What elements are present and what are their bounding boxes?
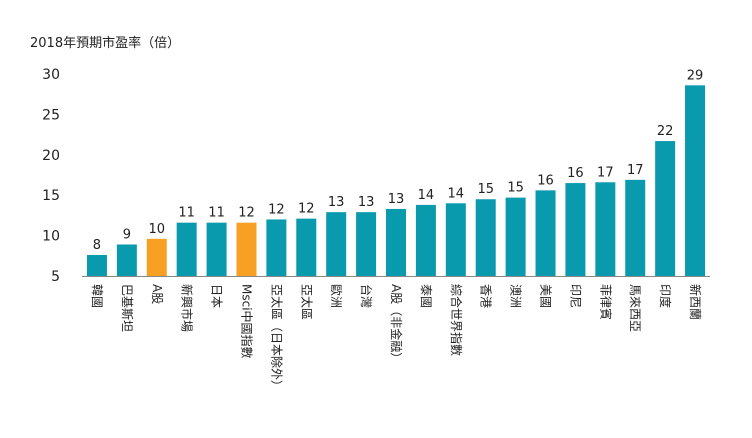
data-label: 17 [627, 163, 644, 178]
data-label: 8 [93, 238, 101, 253]
y-tick-label: 20 [42, 148, 60, 164]
bar [565, 183, 586, 276]
x-tick-label: 韓國 [90, 284, 104, 308]
bars [86, 85, 706, 276]
bar [445, 203, 466, 276]
data-label: 13 [388, 192, 405, 207]
x-tick-label: 美國 [539, 284, 553, 308]
data-label: 16 [537, 173, 554, 188]
x-tick-label: Msci中國指數 [239, 284, 254, 359]
y-tick-label: 25 [42, 107, 60, 123]
bar [415, 204, 436, 276]
bar [475, 199, 496, 276]
x-tick-label: 日本 [210, 284, 224, 308]
chart-title: 2018年預期市盈率（倍） [30, 36, 181, 51]
bar [326, 212, 347, 276]
x-tick-label: 澳洲 [509, 284, 523, 308]
x-tick-label: 馬來西亞 [628, 284, 642, 332]
data-label: 12 [238, 206, 255, 221]
value-labels: 8 9 10 11 11 12 12 12 13 13 13 14 14 15 15 16 16 17 17 22 29 [93, 68, 704, 253]
data-label: 13 [328, 195, 345, 210]
bar [595, 182, 616, 276]
data-label: 15 [507, 181, 524, 196]
x-axis-labels: 韓國 巴基斯坦 A股 新興市場 日本 Msci中國指數 亞太區（日本除外） 亞太區 歐洲 台灣 A股… [90, 284, 703, 392]
bar [116, 244, 137, 276]
bar [356, 212, 377, 276]
x-tick-label: 亞太區 [299, 284, 314, 320]
bar [266, 219, 287, 276]
bar [655, 141, 676, 276]
x-tick-label: 歐洲 [329, 284, 344, 308]
x-tick-label: 巴基斯坦 [120, 284, 134, 332]
data-label: 11 [208, 206, 225, 221]
bar [505, 197, 526, 276]
y-tick-label: 10 [42, 229, 60, 245]
bar [206, 222, 227, 276]
data-label: 14 [418, 188, 435, 203]
x-tick-label: 亞太區（日本除外） [269, 284, 284, 392]
data-label: 13 [358, 195, 375, 210]
y-axis-ticks: 5 10 15 20 25 30 [42, 67, 60, 285]
data-label: 14 [448, 186, 465, 201]
x-tick-label: A股 [150, 284, 164, 304]
data-label: 16 [567, 166, 584, 181]
x-tick-label: A股（非金融） [389, 284, 404, 364]
bar [86, 254, 107, 276]
bar [176, 222, 197, 276]
y-tick-label: 5 [51, 269, 60, 285]
bar [296, 218, 317, 276]
data-label: 29 [687, 68, 704, 83]
x-tick-label: 新興市場 [180, 284, 195, 332]
bar [146, 238, 167, 276]
data-label: 9 [123, 227, 131, 242]
x-tick-label: 印度 [658, 284, 673, 308]
data-label: 15 [477, 182, 494, 197]
bar [386, 208, 406, 276]
data-label: 12 [298, 202, 315, 217]
x-tick-label: 新西蘭 [688, 284, 703, 320]
x-tick-label: 台灣 [359, 284, 374, 308]
data-label: 10 [148, 222, 165, 237]
x-tick-label: 泰國 [419, 284, 433, 308]
bar [236, 222, 257, 276]
data-label: 22 [657, 124, 674, 139]
bar [535, 190, 556, 276]
data-label: 11 [178, 206, 195, 221]
bar [625, 179, 646, 276]
x-tick-label: 菲律賓 [598, 284, 613, 320]
bar [685, 85, 706, 276]
x-tick-label: 香港 [479, 284, 493, 308]
data-label: 17 [597, 165, 614, 180]
y-tick-label: 15 [42, 188, 60, 204]
y-tick-label: 30 [42, 67, 60, 83]
x-tick-label: 綜合世界指數 [449, 284, 464, 356]
data-label: 12 [268, 202, 285, 217]
x-tick-label: 印尼 [568, 284, 582, 308]
